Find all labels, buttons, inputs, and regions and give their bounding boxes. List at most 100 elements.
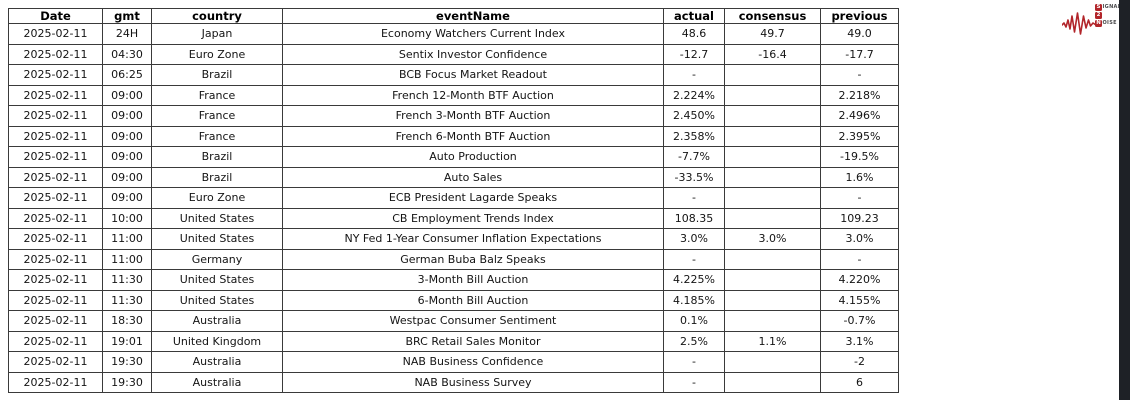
table-cell: Germany xyxy=(151,248,283,270)
table-cell: -16.4 xyxy=(724,43,821,65)
table-cell: -7.7% xyxy=(663,146,725,168)
table-cell: -2 xyxy=(820,351,899,373)
table-cell: 2025-02-11 xyxy=(8,105,103,127)
table-cell: 2.358% xyxy=(663,125,725,147)
table-cell: 2025-02-11 xyxy=(8,84,103,106)
table-cell: NY Fed 1-Year Consumer Inflation Expecta… xyxy=(282,228,664,250)
table-row: 2025-02-11 09:00 Brazil Auto Production -7.7… xyxy=(8,146,899,168)
table-cell: Euro Zone xyxy=(151,187,283,209)
logo-line-2: 2 xyxy=(1095,12,1121,19)
table-cell: 49.0 xyxy=(820,23,899,45)
table-cell: 3.0% xyxy=(724,228,821,250)
table-cell xyxy=(724,64,821,86)
table-cell: 2.5% xyxy=(663,330,725,352)
table-cell xyxy=(724,166,821,188)
table-cell: 09:00 xyxy=(102,84,152,106)
table-cell: 109.23 xyxy=(820,207,899,229)
logo-line-noise: N OISE xyxy=(1095,20,1121,27)
table-cell: 3.0% xyxy=(820,228,899,250)
table-cell: 4.155% xyxy=(820,289,899,311)
table-cell: 6 xyxy=(820,371,899,393)
table-cell: 2.224% xyxy=(663,84,725,106)
table-row: 2025-02-11 19:30 Australia NAB Business Sur… xyxy=(8,371,899,393)
table-cell: Auto Production xyxy=(282,146,664,168)
table-cell: 4.225% xyxy=(663,269,725,291)
table-cell: 2025-02-11 xyxy=(8,207,103,229)
table-cell: 18:30 xyxy=(102,310,152,332)
window-edge-bar xyxy=(1119,0,1130,400)
table-cell: 4.220% xyxy=(820,269,899,291)
table-cell: 2.496% xyxy=(820,105,899,127)
table-cell: 3.0% xyxy=(663,228,725,250)
table-cell: - xyxy=(820,187,899,209)
table-cell: France xyxy=(151,125,283,147)
table-cell xyxy=(724,187,821,209)
table-cell: 3.1% xyxy=(820,330,899,352)
table-cell: BRC Retail Sales Monitor xyxy=(282,330,664,352)
table-cell: 2025-02-11 xyxy=(8,289,103,311)
waveform-icon xyxy=(1062,12,1097,35)
table-cell: 24H xyxy=(102,23,152,45)
table-cell: CB Employment Trends Index xyxy=(282,207,664,229)
logo-letter-s: S xyxy=(1095,4,1102,11)
table-row: 2025-02-11 06:25 Brazil BCB Focus Market Re… xyxy=(8,64,899,86)
table-cell xyxy=(724,289,821,311)
table-cell: 11:00 xyxy=(102,228,152,250)
table-cell: -12.7 xyxy=(663,43,725,65)
table-cell: 2025-02-11 xyxy=(8,228,103,250)
table-cell: Australia xyxy=(151,371,283,393)
event-table-header-row: Date gmt country eventName actual consensus pr… xyxy=(8,8,899,24)
table-row: 2025-02-11 09:00 France French 3-Month BTF … xyxy=(8,105,899,127)
table-cell xyxy=(724,84,821,106)
table-cell: 2.395% xyxy=(820,125,899,147)
event-table-body: 2025-02-11 24H Japan Economy Watchers Curre… xyxy=(8,23,899,393)
table-cell xyxy=(724,146,821,168)
column-header: consensus xyxy=(724,8,821,24)
table-cell: 6-Month Bill Auction xyxy=(282,289,664,311)
table-cell: 09:00 xyxy=(102,146,152,168)
table-cell: 1.1% xyxy=(724,330,821,352)
table-cell: 2.450% xyxy=(663,105,725,127)
table-row: 2025-02-11 11:30 United States 6-Month Bill… xyxy=(8,289,899,311)
table-cell xyxy=(724,371,821,393)
table-cell: 2025-02-11 xyxy=(8,64,103,86)
table-cell: - xyxy=(663,351,725,373)
table-cell: ECB President Lagarde Speaks xyxy=(282,187,664,209)
table-cell: 2025-02-11 xyxy=(8,330,103,352)
column-header: previous xyxy=(820,8,899,24)
table-cell: -0.7% xyxy=(820,310,899,332)
table-cell: 108.35 xyxy=(663,207,725,229)
table-cell: 2025-02-11 xyxy=(8,371,103,393)
table-cell: 0.1% xyxy=(663,310,725,332)
table-cell: 2025-02-11 xyxy=(8,23,103,45)
table-cell: French 3-Month BTF Auction xyxy=(282,105,664,127)
logo-letter-n: N xyxy=(1095,20,1102,27)
table-cell xyxy=(724,105,821,127)
table-cell: 09:00 xyxy=(102,187,152,209)
table-cell: 4.185% xyxy=(663,289,725,311)
table-row: 2025-02-11 09:00 France French 12-Month BTF… xyxy=(8,84,899,106)
table-cell: -17.7 xyxy=(820,43,899,65)
table-cell: German Buba Balz Speaks xyxy=(282,248,664,270)
table-cell xyxy=(724,207,821,229)
table-cell: 09:00 xyxy=(102,166,152,188)
table-cell: - xyxy=(820,248,899,270)
table-row: 2025-02-11 19:01 United Kingdom BRC Retail … xyxy=(8,330,899,352)
table-cell: NAB Business Survey xyxy=(282,371,664,393)
table-row: 2025-02-11 10:00 United States CB Employmen… xyxy=(8,207,899,229)
table-cell: 06:25 xyxy=(102,64,152,86)
logo-line-signal: S IGNAL xyxy=(1095,4,1121,11)
table-row: 2025-02-11 04:30 Euro Zone Sentix Investor … xyxy=(8,43,899,65)
table-cell: United States xyxy=(151,289,283,311)
table-cell: 19:30 xyxy=(102,371,152,393)
table-cell: 1.6% xyxy=(820,166,899,188)
table-row: 2025-02-11 09:00 France French 6-Month BTF … xyxy=(8,125,899,147)
table-cell xyxy=(724,125,821,147)
table-cell: - xyxy=(663,187,725,209)
table-cell: Brazil xyxy=(151,64,283,86)
table-cell: United States xyxy=(151,207,283,229)
table-cell: Euro Zone xyxy=(151,43,283,65)
column-header: country xyxy=(151,8,283,24)
table-row: 2025-02-11 11:00 Germany German Buba Balz S… xyxy=(8,248,899,270)
table-cell: 2025-02-11 xyxy=(8,146,103,168)
